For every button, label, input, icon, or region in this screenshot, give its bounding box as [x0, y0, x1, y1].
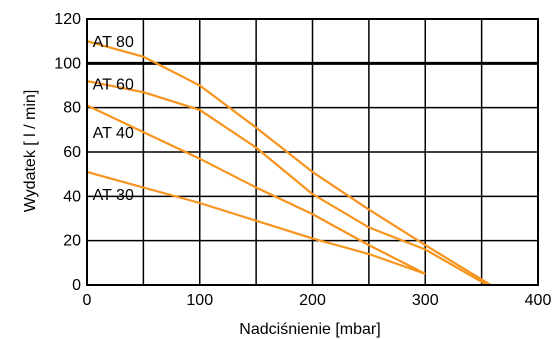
y-axis-title: Wydatek [ l / min]: [22, 90, 39, 213]
y-tick-label: 0: [72, 277, 81, 294]
x-tick-label: 200: [299, 292, 326, 309]
plot-frame: [86, 18, 539, 286]
x-axis-title: Nadciśnienie [mbar]: [239, 321, 380, 338]
grid: [87, 19, 538, 285]
series-group: [86, 40, 492, 286]
y-tick-label: 20: [63, 233, 81, 250]
series-label-at-60: AT 60: [93, 76, 134, 93]
series-line-at-40: [86, 104, 426, 275]
y-tick-labels: 0 20 40 60 80 100 120: [54, 11, 81, 294]
x-tick-label: 300: [412, 292, 439, 309]
x-tick-label: 0: [83, 292, 92, 309]
series-label-at-30: AT 30: [93, 187, 134, 204]
x-tick-label: 400: [525, 292, 552, 309]
series-line-at-80: [86, 40, 492, 286]
plot-border: [86, 18, 539, 286]
series-line-at-30: [86, 170, 426, 275]
series-label-at-40: AT 40: [93, 125, 134, 142]
y-tick-label: 100: [54, 55, 81, 72]
series-line-at-60: [86, 80, 488, 286]
series-label-at-80: AT 80: [93, 34, 134, 51]
series-labels: AT 80 AT 60 AT 40 AT 30: [93, 34, 134, 204]
x-tick-labels: 0 100 200 300 400: [83, 292, 552, 309]
y-tick-label: 80: [63, 100, 81, 117]
y-tick-label: 120: [54, 11, 81, 28]
y-tick-label: 40: [63, 188, 81, 205]
y-tick-label: 60: [63, 144, 81, 161]
x-tick-label: 100: [186, 292, 213, 309]
